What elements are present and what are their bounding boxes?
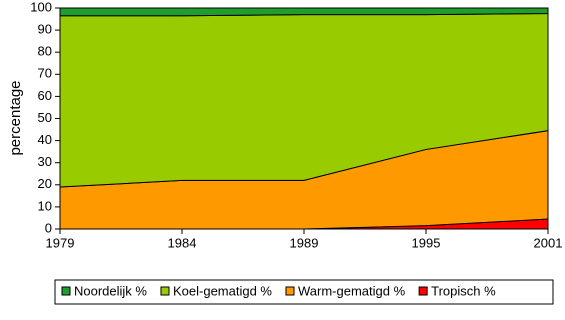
y-tick-label: 50 xyxy=(38,110,52,125)
legend-label: Noordelijk % xyxy=(74,283,147,298)
y-tick-label: 100 xyxy=(30,0,52,14)
legend-swatch xyxy=(61,286,71,296)
area xyxy=(59,7,549,17)
legend-swatch xyxy=(285,286,295,296)
legend-swatch xyxy=(418,286,428,296)
y-tick-label: 20 xyxy=(38,176,52,191)
y-axis-label: percentage xyxy=(7,80,24,155)
x-tick-label: 1989 xyxy=(290,235,319,250)
legend-box xyxy=(54,279,554,305)
y-tick-label: 30 xyxy=(38,154,52,169)
y-tick-label: 40 xyxy=(38,132,52,147)
legend-label: Koel-gematigd % xyxy=(173,283,272,298)
x-tick-label: 1984 xyxy=(168,235,197,250)
legend-swatch xyxy=(160,286,170,296)
x-tick-label: 2001 xyxy=(534,235,563,250)
x-tick-label: 1979 xyxy=(46,235,75,250)
y-tick-label: 80 xyxy=(38,44,52,59)
y-tick-label: 0 xyxy=(45,220,52,235)
y-tick-label: 60 xyxy=(38,88,52,103)
x-tick-label: 1995 xyxy=(412,235,441,250)
y-tick-label: 70 xyxy=(38,66,52,81)
y-tick-label: 10 xyxy=(38,198,52,213)
y-tick-label: 90 xyxy=(38,22,52,37)
legend-label: Warm-gematigd % xyxy=(298,283,406,298)
legend-label: Tropisch % xyxy=(431,283,496,298)
